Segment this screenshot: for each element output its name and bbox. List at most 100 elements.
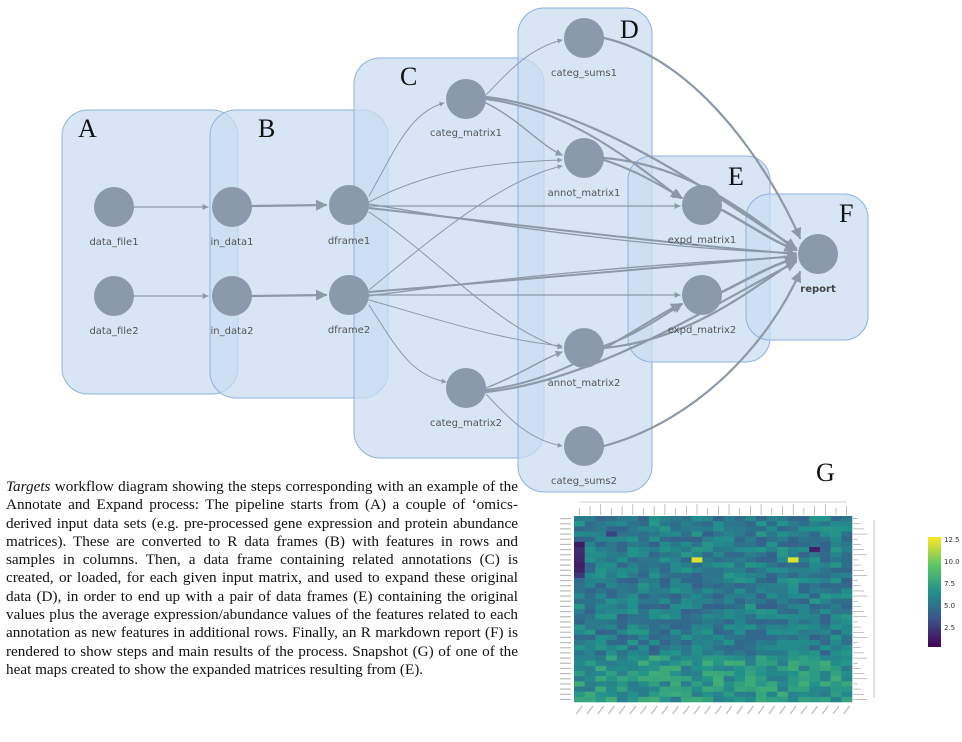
heatmap-cell: [809, 609, 821, 615]
heatmap-cell: [723, 665, 735, 672]
heatmap-cell: [680, 572, 692, 579]
heatmap-cell: [691, 614, 703, 620]
heatmap-cell: [723, 567, 735, 574]
heatmap-cell: [648, 593, 660, 599]
colorbar-tick: 2.5: [944, 624, 955, 632]
heatmap-cell: [702, 516, 714, 522]
heatmap-cell: [627, 645, 639, 651]
heatmap-cell: [830, 640, 842, 646]
heatmap-cell: [648, 567, 660, 574]
heatmap-cell: [734, 681, 746, 687]
heatmap-cell: [755, 676, 767, 682]
heatmap-cell: [616, 665, 628, 672]
heatmap-cell: [659, 552, 671, 558]
heatmap-cell: [702, 593, 714, 599]
heatmap-cell: [809, 588, 821, 594]
heatmap-cell: [606, 691, 618, 698]
heatmap-cell: [680, 588, 692, 594]
heatmap-cell: [606, 557, 618, 563]
heatmap-cell: [574, 655, 585, 661]
heatmap-cell: [670, 588, 682, 594]
node-in-data1: [212, 187, 252, 227]
heatmap-cell: [787, 516, 799, 522]
heatmap-cell: [638, 578, 650, 584]
heatmap-cell: [574, 547, 585, 553]
heatmap-cell: [595, 665, 607, 672]
edge: [485, 98, 681, 199]
heatmap-cell: [755, 562, 767, 568]
heatmap-cell: [798, 609, 810, 615]
heatmap-cell: [809, 681, 821, 687]
node-label: in_data2: [210, 326, 253, 337]
node-label: annot_matrix2: [548, 378, 621, 389]
heatmap-cell: [616, 588, 628, 594]
heatmap-cell: [606, 686, 618, 692]
edge: [368, 304, 447, 384]
heatmap-cell: [659, 603, 671, 610]
colorbar-ticks: 12.5 10.0 7.5 5.0 2.5: [944, 536, 960, 632]
heatmap-cell: [777, 562, 789, 568]
node-data-file1: [94, 187, 134, 227]
heatmap-cell: [595, 572, 607, 579]
heatmap-cell: [787, 650, 799, 656]
heatmap-cell: [627, 583, 639, 589]
heatmap-cell: [766, 572, 778, 579]
heatmap-cell: [702, 598, 714, 605]
heatmap-cell: [755, 578, 767, 584]
heatmap-cell: [702, 603, 714, 610]
heatmap-cell: [777, 696, 789, 703]
heatmap-cell: [702, 655, 714, 661]
heatmap-cell: [734, 547, 746, 553]
heatmap-cell: [830, 562, 842, 568]
heatmap-cell: [745, 588, 757, 594]
heatmap-cell: [777, 619, 789, 625]
heatmap-cell: [798, 521, 810, 527]
heatmap-cell: [648, 665, 660, 672]
heatmap-cell: [648, 609, 660, 615]
heatmap-cell: [616, 593, 628, 599]
heatmap-cell: [638, 619, 650, 625]
heatmap-cell: [830, 578, 842, 584]
heatmap-cell: [606, 578, 618, 584]
column-label-mark: [832, 705, 840, 715]
heatmap-cell: [670, 696, 682, 703]
heatmap-cell: [787, 593, 799, 599]
heatmap-cell: [787, 619, 799, 625]
heatmap-cell: [627, 686, 639, 692]
node-expd-matrix1: [682, 185, 722, 225]
heatmap-cell: [659, 583, 671, 589]
heatmap-cell: [702, 691, 714, 698]
column-label-mark: [811, 705, 819, 715]
heatmap-cell: [755, 526, 767, 532]
heatmap-cell: [648, 562, 660, 568]
heatmap-cell: [841, 572, 853, 579]
heatmap-cell: [723, 583, 735, 589]
heatmap-cell: [841, 655, 853, 661]
heatmap-cell: [745, 655, 757, 661]
heatmap-cell: [574, 562, 585, 568]
heatmap-cell: [841, 562, 853, 568]
heatmap-cell: [798, 650, 810, 656]
heatmap-cell: [659, 578, 671, 584]
heatmap-cell: [627, 665, 639, 672]
heatmap-cell: [734, 531, 746, 537]
heatmap-cell: [745, 676, 757, 682]
heatmap-cell: [830, 676, 842, 682]
heatmap-cell: [798, 619, 810, 625]
heatmap-cell: [659, 665, 671, 672]
heatmap-cell: [830, 624, 842, 630]
heatmap-cell: [713, 516, 724, 522]
heatmap-cell: [830, 526, 842, 532]
heatmap-cell: [680, 531, 692, 537]
heatmap-cell: [798, 562, 810, 568]
heatmap-cell: [819, 521, 831, 527]
heatmap-cell: [670, 547, 682, 553]
heatmap-cell: [798, 536, 810, 543]
heatmap-cell: [595, 557, 607, 563]
heatmap-cell: [830, 557, 842, 563]
heatmap-cell: [616, 634, 628, 641]
heatmap-cell: [584, 671, 596, 677]
heatmap-cell: [734, 552, 746, 558]
heatmap-cell: [723, 671, 735, 677]
heatmap-cell: [659, 598, 671, 605]
